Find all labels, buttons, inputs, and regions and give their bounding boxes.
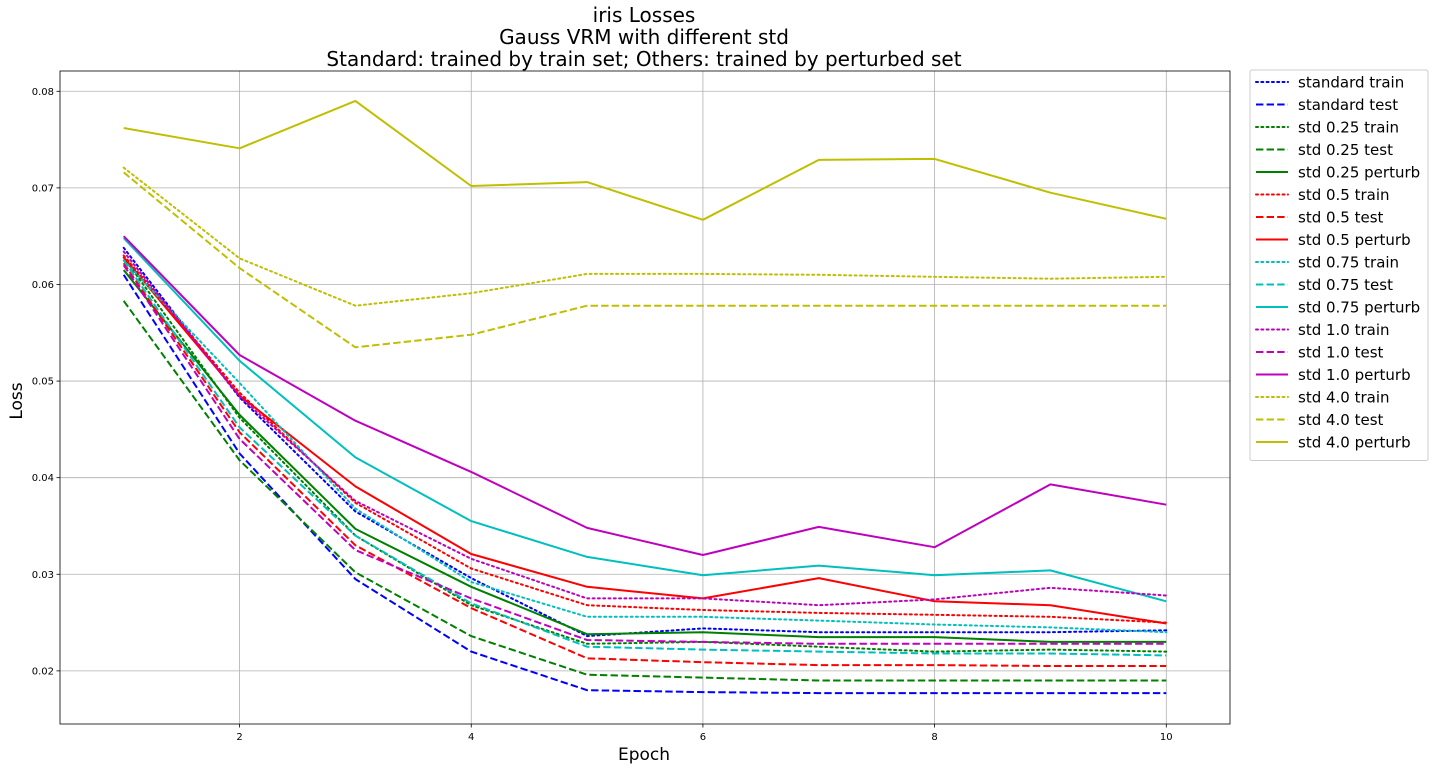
- legend-label: std 0.5 test: [1298, 209, 1384, 227]
- series-line-std-0-5-test: [122, 262, 1167, 667]
- legend-label: standard train: [1298, 74, 1404, 92]
- series-line-std-0-25-perturb: [122, 269, 1167, 643]
- y-axis-label: Loss: [7, 382, 27, 419]
- chart-title-line-2: Gauss VRM with different std: [499, 25, 789, 49]
- y-tick-label: 0.04: [32, 473, 54, 484]
- legend-label: std 0.25 train: [1298, 119, 1399, 137]
- series-lines: [122, 99, 1168, 695]
- legend: standard train standard test std 0.25 trai…: [1249, 69, 1429, 461]
- y-tick-label: 0.06: [32, 280, 54, 291]
- chart-title-line-3: Standard: trained by train set; Others: …: [326, 47, 961, 71]
- plot-frame: [59, 70, 1231, 725]
- legend-label: std 4.0 train: [1298, 389, 1390, 407]
- x-tick-label: 10: [1160, 732, 1173, 743]
- legend-label: std 1.0 train: [1298, 321, 1390, 339]
- legend-box: [1249, 69, 1429, 461]
- series-line-std-0-5-train: [122, 254, 1168, 624]
- x-tick-label: 6: [700, 732, 706, 743]
- y-tick-label: 0.03: [32, 570, 54, 581]
- y-tick-label: 0.02: [32, 666, 54, 677]
- chart-title-line-1: iris Losses: [593, 3, 696, 27]
- series-line-std-0-25-train: [122, 256, 1168, 653]
- series-line-std-0-5-perturb: [122, 256, 1167, 625]
- y-tick-label: 0.07: [32, 183, 54, 194]
- series-line-std-0-75-perturb: [122, 237, 1167, 603]
- legend-label: standard test: [1298, 96, 1398, 114]
- legend-label: std 0.5 train: [1298, 186, 1390, 204]
- legend-label: std 1.0 test: [1298, 344, 1384, 362]
- legend-label: std 0.75 test: [1298, 276, 1393, 294]
- legend-label: std 0.25 perturb: [1298, 164, 1420, 182]
- legend-label: std 0.75 train: [1298, 254, 1399, 272]
- series-line-std-4-0-test: [123, 171, 1167, 349]
- series-line-standard-test: [122, 274, 1167, 695]
- series-line-std-0-75-test: [122, 259, 1167, 657]
- x-tick-label: 8: [931, 732, 937, 743]
- series-line-std-1-0-train: [122, 250, 1168, 607]
- legend-label: std 0.25 test: [1298, 141, 1393, 159]
- legend-label: std 4.0 perturb: [1298, 434, 1411, 452]
- legend-label: std 0.5 perturb: [1298, 231, 1411, 249]
- x-tick-label: 4: [468, 732, 474, 743]
- grid-lines: [60, 71, 1230, 724]
- legend-label: std 4.0 test: [1298, 411, 1384, 429]
- x-axis-label: Epoch: [618, 745, 670, 765]
- series-line-std-4-0-perturb: [123, 99, 1167, 221]
- chart-title: iris Losses Gauss VRM with different std…: [326, 3, 961, 71]
- legend-label: std 0.75 perturb: [1298, 299, 1420, 317]
- x-tick-label: 2: [236, 732, 242, 743]
- series-line-std-0-25-test: [122, 300, 1167, 682]
- axis-ticks: 2 4 6 8 10 0.02 0.03 0.04 0.05 0.06 0.07 0.08: [32, 87, 1173, 743]
- legend-label: std 1.0 perturb: [1298, 366, 1411, 384]
- y-tick-label: 0.08: [32, 87, 54, 98]
- series-line-std-1-0-test: [122, 264, 1167, 645]
- y-tick-label: 0.05: [32, 377, 54, 388]
- series-line-std-0-75-train: [122, 259, 1168, 634]
- series-line-std-4-0-train: [122, 166, 1168, 307]
- series-line-std-1-0-perturb: [122, 235, 1167, 556]
